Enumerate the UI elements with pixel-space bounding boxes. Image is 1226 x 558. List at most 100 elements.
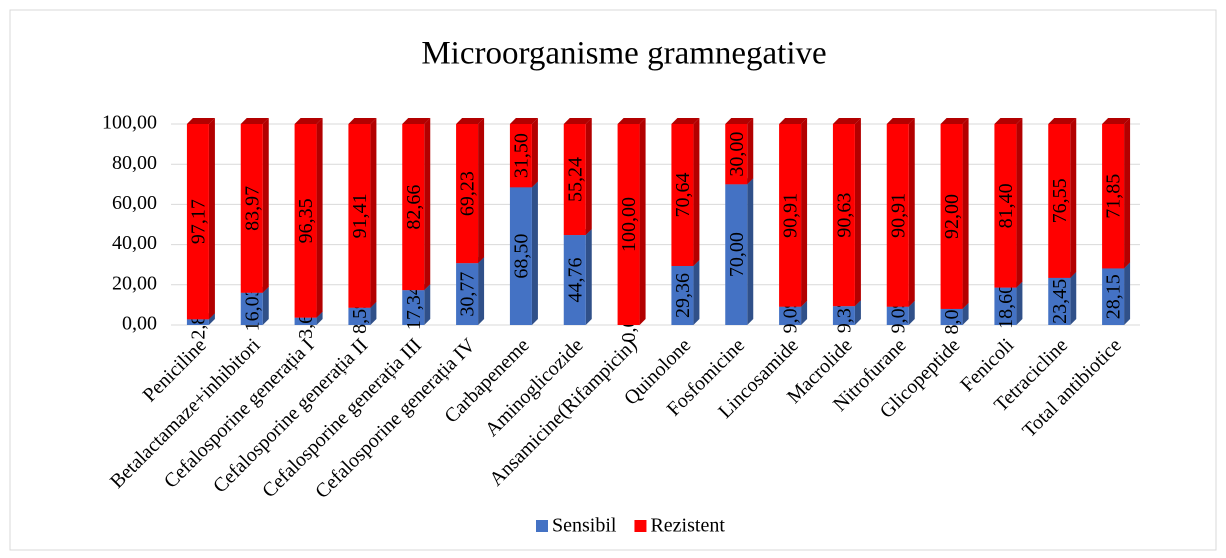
bar-side [531,181,538,325]
bar [348,124,371,308]
data-label: 18,60 [995,284,1017,329]
data-label: 82,66 [403,185,425,230]
data-label: 100,00 [618,197,640,252]
bar-side [693,259,700,325]
data-label: 90,91 [887,193,909,238]
bar [563,235,586,325]
y-tick-label: 20,00 [112,272,157,294]
bar [1102,124,1125,269]
bar-top [402,118,431,124]
bar [186,319,209,325]
bar [509,187,532,325]
bar [671,265,694,325]
bar-side [962,118,969,309]
bar-side [531,118,538,188]
bar [240,124,263,293]
bar [348,307,371,325]
bar-top [1102,118,1131,124]
bar [402,124,425,291]
legend-swatch [634,520,647,532]
bar-side [262,286,269,325]
bar [832,306,855,325]
bar-top [725,118,754,124]
bar-side [208,313,215,325]
bar-side [478,118,485,264]
y-tick-label: 100,00 [102,112,157,134]
bar [186,124,209,320]
data-label: 83,97 [241,186,263,231]
data-label: 29,36 [672,273,694,318]
bar-side [316,311,323,325]
bar-side [854,300,861,325]
data-label: 97,17 [188,199,210,244]
bar-side [1070,118,1077,278]
bar [994,287,1017,325]
bar-top [779,118,808,124]
bar-side [962,302,969,325]
bar [671,124,694,266]
bar [886,124,909,307]
bar-side [693,118,700,266]
bar [1048,124,1071,278]
bar-side [1124,118,1131,269]
bar-side [908,118,915,307]
data-label: 16,03 [241,286,263,331]
bar-top [832,118,861,124]
data-label: 28,15 [1103,274,1125,319]
bar [1048,277,1071,325]
bar-side [262,118,269,293]
data-label: 96,35 [295,198,317,243]
bar-side [316,118,323,318]
bar-side [370,301,377,325]
bar [779,124,802,307]
bar-side [747,178,754,325]
bar-side [585,229,592,325]
bar [402,290,425,325]
bar [563,124,586,236]
bar-top [671,118,700,124]
bar-side [639,118,646,325]
bar-side [908,300,915,325]
bar-side [424,284,431,325]
data-label: 31,50 [511,133,533,178]
data-label: 70,64 [672,172,694,217]
bar-top [994,118,1023,124]
bar [456,263,479,325]
bar [725,184,748,325]
bar [940,124,963,309]
data-label: 9,37 [834,298,856,333]
bar-side [1016,281,1023,325]
data-label: 68,50 [511,234,533,279]
bar-side [1124,262,1131,325]
data-label: 70,00 [726,232,748,277]
bar-top [563,118,592,124]
bar-top [456,118,485,124]
data-label: 30,77 [457,272,479,317]
bar-side [208,118,215,320]
bar-top [294,118,323,124]
data-label: 76,55 [1049,178,1071,223]
bar [725,124,748,185]
bar [617,124,640,325]
bar-top [940,118,969,124]
chart-title: Microorganisme gramnegative [421,36,826,72]
bar-side [801,300,808,325]
bar-side [1016,118,1023,288]
bar-side [854,118,861,307]
data-label: 69,23 [457,171,479,216]
legend-label: Sensibil [552,515,617,537]
bar [294,124,317,318]
data-label: 9,09 [887,298,909,333]
bar-top [509,118,538,124]
data-label: 71,85 [1103,174,1125,219]
bar-top [886,118,915,124]
bar [294,317,317,325]
bar-top [240,118,269,124]
y-tick-label: 0,00 [122,313,157,335]
bar-side [424,118,431,291]
y-tick-label: 60,00 [112,192,157,214]
bar-side [747,118,754,185]
data-label: 9,09 [780,298,802,333]
bar-side [801,118,808,307]
